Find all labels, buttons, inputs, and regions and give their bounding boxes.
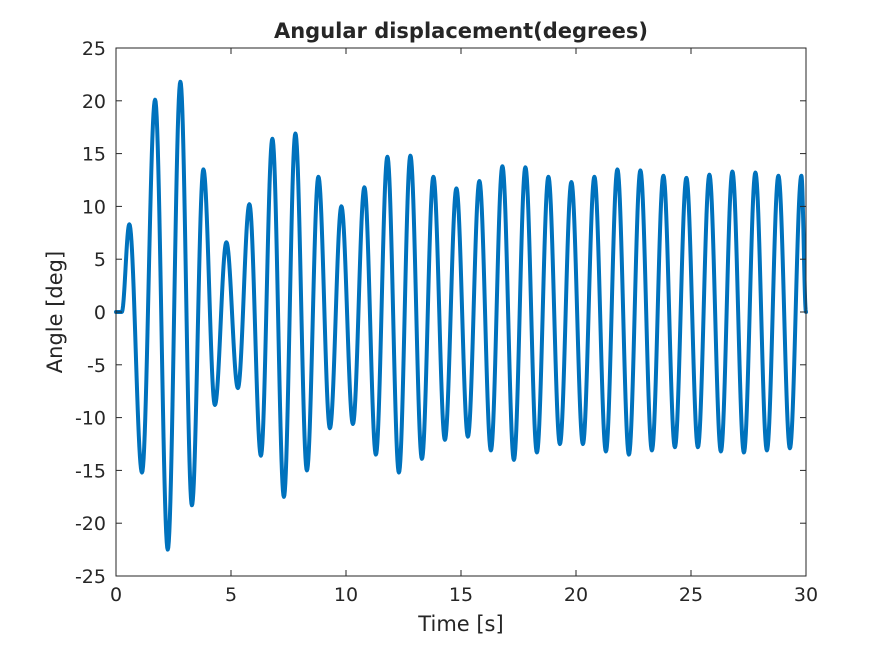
x-tick-label: 25 [679,584,703,606]
y-tick-label: -25 [75,566,106,588]
chart-title: Angular displacement(degrees) [274,19,648,43]
y-tick-label: -20 [75,513,106,535]
y-tick-label: -5 [87,355,106,377]
x-tick-label: 10 [334,584,358,606]
y-tick-label: -15 [75,460,106,482]
y-tick-label: 20 [82,91,106,113]
y-tick-label: 25 [82,38,106,60]
series-layer [114,79,808,552]
y-tick-label: 5 [94,249,106,271]
x-tick-label: 30 [794,584,818,606]
y-tick-label: 0 [94,302,106,324]
series-line [114,79,808,552]
x-tick-label: 20 [564,584,588,606]
x-tick-label: 15 [449,584,473,606]
x-tick-label: 0 [110,584,122,606]
y-tick-label: 15 [82,144,106,166]
x-axis-label: Time [s] [417,612,503,636]
y-tick-label: 10 [82,196,106,218]
y-axis-label: Angle [deg] [43,251,67,373]
y-tick-label: -10 [75,408,106,430]
x-tick-label: 5 [225,584,237,606]
ticks-layer: 0 5 10 15 20 25 30 -25 -20 -15 -10 -5 0 5 10 15 20 25 [75,38,818,606]
